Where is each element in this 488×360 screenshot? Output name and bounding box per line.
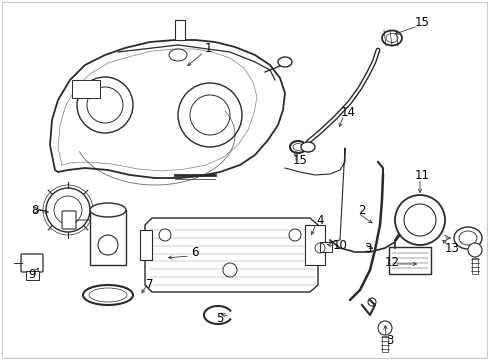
Circle shape [467, 243, 481, 257]
Text: 3: 3 [386, 333, 393, 346]
Text: 14: 14 [340, 105, 355, 118]
Ellipse shape [289, 141, 305, 153]
Circle shape [178, 83, 242, 147]
Circle shape [159, 229, 171, 241]
Bar [381, 336, 387, 352]
Text: 12: 12 [384, 256, 399, 269]
Text: 6: 6 [191, 246, 198, 258]
Text: 8: 8 [31, 203, 39, 216]
Text: 10: 10 [332, 239, 347, 252]
Ellipse shape [169, 49, 186, 61]
FancyBboxPatch shape [62, 211, 76, 229]
Polygon shape [175, 20, 184, 40]
Circle shape [77, 77, 133, 133]
Bar [471, 258, 477, 274]
Polygon shape [50, 40, 285, 178]
Text: 1: 1 [204, 41, 211, 54]
Bar [90, 210, 126, 265]
Circle shape [223, 263, 237, 277]
Circle shape [288, 229, 301, 241]
Ellipse shape [278, 57, 291, 67]
FancyBboxPatch shape [388, 247, 430, 274]
Ellipse shape [301, 142, 314, 152]
Text: 4: 4 [316, 213, 323, 226]
FancyBboxPatch shape [25, 270, 39, 279]
Text: 11: 11 [414, 168, 428, 181]
FancyBboxPatch shape [21, 254, 43, 272]
Ellipse shape [453, 227, 481, 249]
Bar [140, 230, 152, 260]
Circle shape [98, 235, 118, 255]
Text: 9: 9 [28, 269, 36, 282]
Bar [72, 80, 100, 98]
Text: 13: 13 [444, 242, 459, 255]
Bar [319, 242, 331, 252]
Circle shape [394, 195, 444, 245]
Polygon shape [145, 218, 317, 292]
Text: 5: 5 [216, 311, 223, 324]
Circle shape [377, 321, 391, 335]
Text: 3: 3 [364, 242, 371, 255]
Text: 7: 7 [146, 278, 153, 291]
Bar [305, 225, 325, 265]
Ellipse shape [381, 31, 401, 45]
Text: 15: 15 [414, 15, 428, 28]
Text: 15: 15 [292, 153, 307, 166]
Text: 2: 2 [358, 203, 365, 216]
Ellipse shape [90, 203, 126, 217]
Circle shape [46, 188, 90, 232]
